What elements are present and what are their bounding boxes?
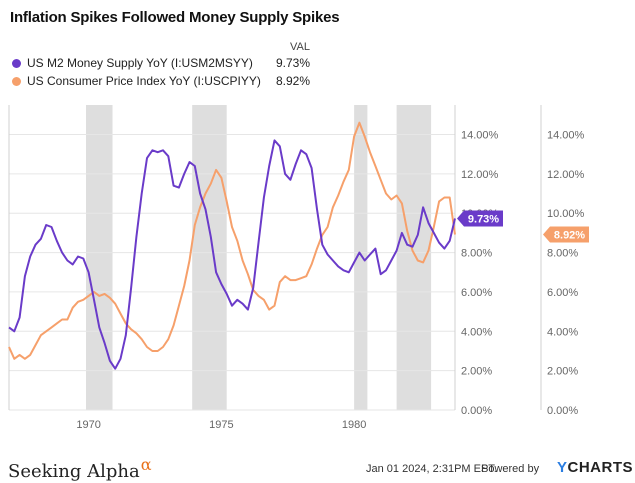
- legend-value-m2: 9.73%: [275, 56, 310, 70]
- legend-label-cpi: US Consumer Price Index YoY (I:USCPIYY): [27, 74, 261, 88]
- value-flag-m2-shape: [457, 210, 503, 227]
- seeking-alpha-logo: Seeking Alphaα: [8, 455, 152, 482]
- recession-bands: [85, 105, 432, 410]
- recession-band-2: [354, 105, 368, 410]
- ytick-label-right-7: 14.00%: [547, 130, 585, 142]
- ytick-label-right-5: 10.00%: [547, 208, 585, 220]
- chart-title: Inflation Spikes Followed Money Supply S…: [10, 9, 340, 26]
- legend: VAL US M2 Money Supply YoY (I:USM2MSYY) …: [12, 41, 312, 91]
- ytick-label-right-3: 6.00%: [547, 287, 578, 299]
- value-flag-cpi-shape: [543, 226, 589, 243]
- xtick-label-1: 1975: [209, 419, 233, 431]
- ycharts-logo: YCHARTS: [557, 459, 633, 476]
- recession-band-0: [85, 105, 113, 410]
- x-axis-ticks: 1970 1975 1980: [76, 419, 366, 431]
- legend-value-cpi: 8.92%: [275, 74, 310, 88]
- xtick-label-2: 1980: [342, 419, 366, 431]
- recession-band-1: [192, 105, 227, 410]
- ytick-label-right-1: 2.00%: [547, 366, 578, 378]
- legend-label-m2: US M2 Money Supply YoY (I:USM2MSYY): [27, 56, 253, 70]
- legend-dot-m2: [12, 59, 21, 68]
- ycharts-logo-rest: CHARTS: [567, 459, 634, 476]
- ytick-label-left-4: 8.00%: [461, 248, 492, 260]
- value-flag-cpi: 8.92%: [543, 226, 589, 243]
- value-flag-m2: 9.73%: [457, 210, 503, 227]
- series-line-m2: [8, 139, 456, 370]
- xtick-label-0: 1970: [76, 419, 100, 431]
- legend-value-header: VAL: [290, 41, 310, 53]
- ytick-label-left-1: 2.00%: [461, 366, 492, 378]
- value-flag-cpi-label: 8.92%: [554, 229, 585, 241]
- ytick-label-left-6: 12.00%: [461, 169, 499, 181]
- legend-item-m2[interactable]: US M2 Money Supply YoY (I:USM2MSYY) 9.73…: [12, 55, 312, 73]
- value-flag-m2-label: 9.73%: [468, 214, 499, 226]
- plot-frame: [8, 105, 542, 410]
- ycharts-logo-y: Y: [557, 459, 568, 476]
- ytick-label-left-0: 0.00%: [461, 405, 492, 417]
- legend-item-cpi[interactable]: US Consumer Price Index YoY (I:USCPIYY) …: [12, 73, 312, 91]
- ytick-label-right-4: 8.00%: [547, 248, 578, 260]
- ytick-label-left-2: 4.00%: [461, 326, 492, 338]
- series-line-cpi: [8, 121, 456, 360]
- gridlines: [9, 134, 455, 411]
- ytick-label-left-3: 6.00%: [461, 287, 492, 299]
- series-lines: [8, 121, 456, 370]
- ytick-label-left-7: 14.00%: [461, 130, 499, 142]
- footer-date: Jan 01 2024, 2:31PM EST.: [366, 463, 497, 475]
- legend-dot-cpi: [12, 77, 21, 86]
- ytick-label-right-2: 4.00%: [547, 326, 578, 338]
- alpha-symbol: α: [140, 455, 152, 474]
- powered-by-text: Powered by: [481, 463, 540, 475]
- brand-name: Seeking Alpha: [8, 461, 140, 482]
- y-axis-ticks: 0.00% 0.00% 2.00% 2.00% 4.00% 4.00% 6.00% 6.00%…: [461, 130, 585, 417]
- ytick-label-right-6: 12.00%: [547, 169, 585, 181]
- ytick-label-right-0: 0.00%: [547, 405, 578, 417]
- value-flags: 9.73% 8.92%: [457, 210, 589, 243]
